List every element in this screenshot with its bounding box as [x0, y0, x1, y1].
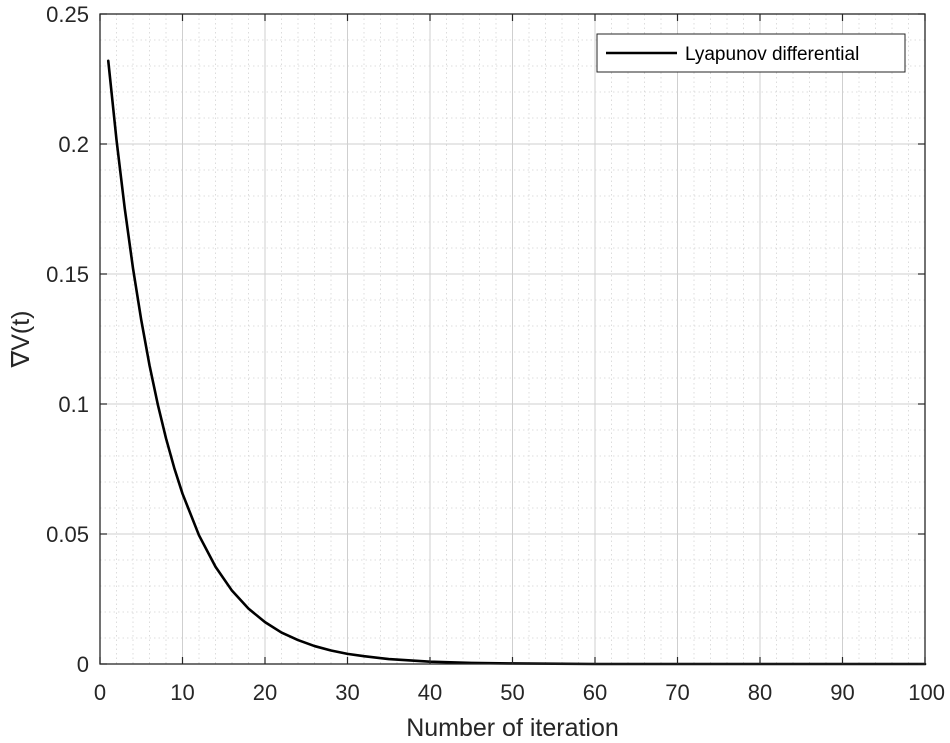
x-tick-label: 90	[830, 680, 854, 705]
y-tick-label: 0.05	[46, 522, 89, 547]
y-axis-label: ∇V(t)	[7, 311, 35, 369]
y-tick-label: 0	[77, 652, 89, 677]
x-axis-label: Number of iteration	[406, 714, 619, 742]
y-tick-label: 0.2	[58, 132, 89, 157]
y-tick-label: 0.1	[58, 392, 89, 417]
x-tick-label: 20	[253, 680, 277, 705]
x-tick-label: 10	[170, 680, 194, 705]
x-tick-label: 0	[94, 680, 106, 705]
x-tick-label: 50	[500, 680, 524, 705]
x-tick-label: 80	[748, 680, 772, 705]
minor-grid	[100, 14, 925, 664]
x-tick-label: 60	[583, 680, 607, 705]
x-tick-label: 30	[335, 680, 359, 705]
x-tick-label: 100	[908, 680, 945, 705]
y-tick-label: 0.15	[46, 262, 89, 287]
legend-entry-label: Lyapunov differential	[685, 44, 859, 65]
x-tick-label: 70	[665, 680, 689, 705]
legend: Lyapunov differential	[596, 33, 906, 73]
y-tick-label: 0.25	[46, 2, 89, 27]
y-tick-labels: 0 0.05 0.1 0.15 0.2 0.25	[46, 2, 89, 677]
x-tick-label: 40	[418, 680, 442, 705]
axis-ticks	[99, 13, 926, 665]
x-tick-labels: 0 10 20 30 40 50 60 70 80 90 100	[94, 680, 945, 705]
